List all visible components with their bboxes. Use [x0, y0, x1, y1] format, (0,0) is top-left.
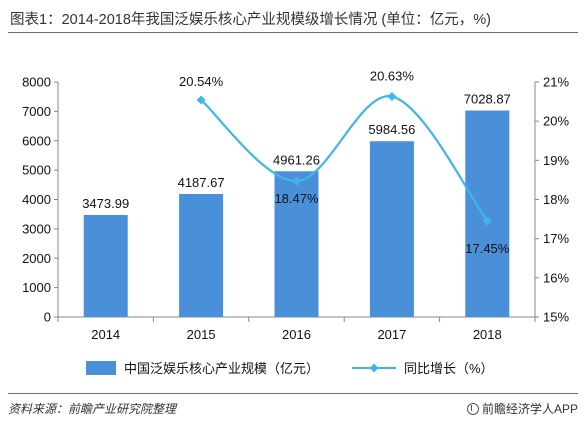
line-marker-2015 [196, 95, 206, 105]
x-tick-label: 2014 [91, 327, 120, 342]
y-right-tick-label: 19% [543, 153, 569, 168]
bar-2018 [465, 110, 510, 317]
bar-value-label: 5984.56 [368, 122, 415, 137]
axes: 0 1000 2000 3000 4000 5000 6000 7000 8000 15% 16% 1… [22, 75, 569, 343]
brand-name: 前瞻经济学人APP [481, 402, 578, 416]
y-left-tick-label: 2000 [22, 251, 51, 266]
y-right-tick-label: 16% [543, 270, 569, 285]
y-right-tick-label: 21% [543, 75, 569, 90]
data-labels: 3473.99 4187.67 4961.26 5984.56 7028.87 20.54… [82, 68, 511, 256]
source-note: 资料来源：前瞻产业研究院整理 [8, 402, 177, 416]
footer-divider [8, 393, 578, 394]
line-series [196, 91, 492, 226]
y-right-tick-label: 17% [543, 231, 569, 246]
line-value-label: 17.45% [465, 241, 510, 256]
y-left-tick-label: 0 [44, 310, 51, 325]
line-marker-2017 [387, 91, 397, 101]
bar-2014 [83, 214, 128, 317]
y-right-tick-label: 20% [543, 114, 569, 129]
legend-bar-swatch [86, 361, 116, 375]
bar-value-label: 3473.99 [82, 196, 129, 211]
legend: 中国泛娱乐核心产业规模（亿元） 同比增长（%） [86, 361, 494, 376]
legend-line-label: 同比增长（%） [404, 361, 494, 376]
bar-2016 [274, 171, 319, 317]
line-value-label: 20.54% [179, 74, 224, 89]
legend-bar-label: 中国泛娱乐核心产业规模（亿元） [124, 361, 319, 376]
y-left-tick-label: 3000 [22, 221, 51, 236]
line-marker-2018 [482, 216, 492, 226]
bar-2015 [179, 193, 224, 317]
brand-mark: 前瞻经济学人APP [466, 400, 578, 417]
y-left-tick-label: 4000 [22, 192, 51, 207]
legend-line-marker [369, 363, 379, 373]
bar-value-label: 4961.26 [273, 152, 320, 167]
y-right-tick-label: 18% [543, 192, 569, 207]
line-value-label: 20.63% [370, 68, 415, 83]
bar-2017 [369, 141, 414, 317]
y-left-tick-label: 8000 [22, 75, 51, 90]
brand-logo-icon [466, 402, 479, 415]
y-right-tick-label: 15% [543, 310, 569, 325]
y-left-tick-label: 7000 [22, 104, 51, 119]
growth-line [200, 95, 489, 222]
bar-value-label: 7028.87 [464, 92, 511, 107]
line-marker-2016 [292, 176, 301, 186]
title-divider [8, 32, 578, 33]
x-tick-label: 2017 [377, 327, 406, 342]
bar-value-label: 4187.67 [178, 175, 225, 190]
line-value-label: 18.47% [274, 191, 319, 206]
x-tick-label: 2015 [187, 327, 216, 342]
x-tick-label: 2016 [282, 327, 311, 342]
chart-title: 图表1：2014-2018年我国泛娱乐核心产业规模级增长情况 (单位：亿元，%) [10, 12, 491, 28]
y-left-tick-label: 6000 [22, 133, 51, 148]
y-left-tick-label: 5000 [22, 163, 51, 178]
bar-series [83, 110, 510, 317]
y-left-tick-label: 1000 [22, 280, 51, 295]
x-tick-label: 2018 [473, 327, 502, 342]
